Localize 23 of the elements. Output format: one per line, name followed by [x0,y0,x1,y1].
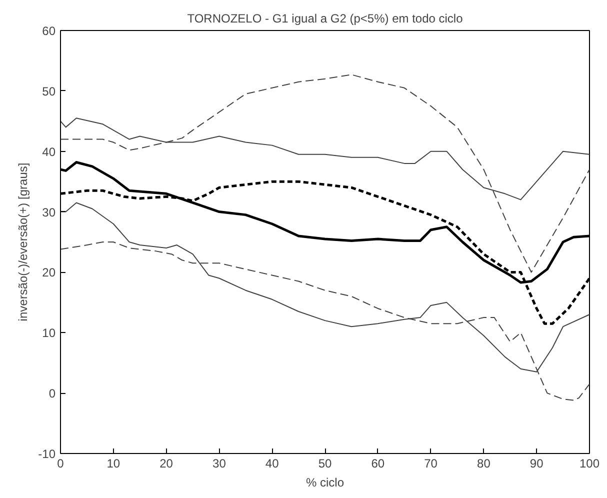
y-tick-label: 60 [42,24,56,38]
y-tick-label: 50 [42,84,56,98]
x-tick-label: 60 [371,456,385,470]
y-tick-label: 20 [42,266,56,280]
x-tick-label: 90 [530,456,544,470]
y-axis-title: inversão(-)/eversão(+) [graus] [16,162,30,322]
x-tick-label: 70 [424,456,438,470]
line-series [60,74,590,273]
y-tick-label: 0 [48,386,56,401]
x-tick-label: 80 [477,456,491,470]
y-tick-label: 30 [42,205,56,220]
chart-title: TORNOZELO - G1 igual a G2 (p<5%) em todo ciclo [187,12,464,26]
x-tick-label: 10 [106,456,120,470]
y-tick-label: 10 [42,326,56,340]
x-tick-label: 30 [212,456,226,470]
x-tick-label: 100 [579,456,600,470]
y-tick-label: 40 [42,144,56,159]
x-tick-label: 0 [57,456,64,470]
x-tick-label: 20 [160,456,174,470]
x-axis-title: % ciclo [306,476,344,490]
x-tick-label: 50 [318,456,332,470]
x-tick-label: 40 [265,456,280,470]
y-tick-label: -10 [38,447,56,461]
